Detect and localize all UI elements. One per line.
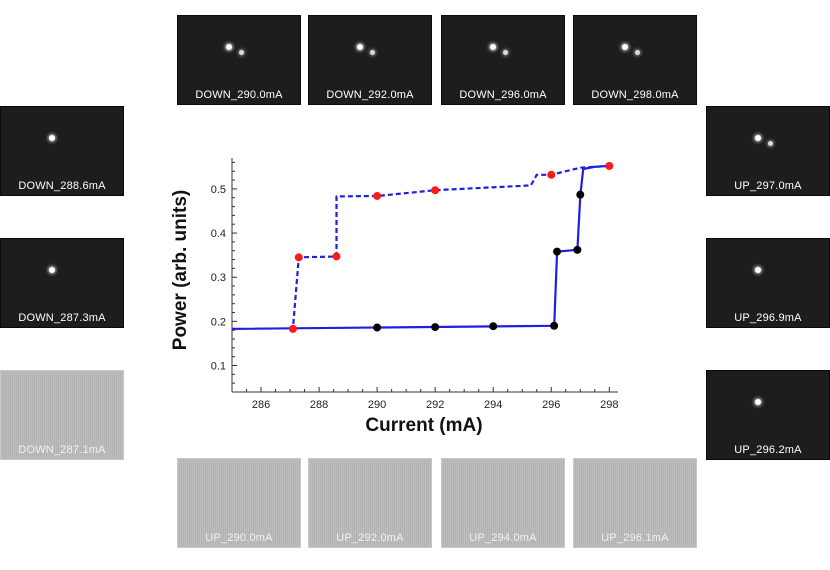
- beam-image-top-2: DOWN_296.0mA: [441, 15, 565, 105]
- series-line-up-sweep: [231, 164, 610, 330]
- beam-image-left-0: DOWN_288.6mA: [0, 106, 124, 196]
- data-point-up: [489, 322, 498, 331]
- x-tick-label: 288: [310, 399, 328, 411]
- data-point-down: [373, 191, 382, 200]
- beam-image-top-1: DOWN_292.0mA: [308, 15, 432, 105]
- beam-image-label: DOWN_296.0mA: [459, 89, 547, 101]
- data-point-up: [553, 247, 562, 256]
- y-tick-label: 0.5: [211, 184, 226, 196]
- beam-image-left-1: DOWN_287.3mA: [0, 238, 124, 328]
- beam-image-right-2: UP_296.2mA: [706, 370, 830, 460]
- beam-image-label: DOWN_287.3mA: [18, 312, 106, 324]
- x-axis-label: Current (mA): [365, 415, 482, 436]
- data-point-up: [576, 190, 585, 199]
- beam-spot: [357, 44, 363, 50]
- beam-image-bottom-2: UP_294.0mA: [441, 458, 565, 548]
- data-point-down: [288, 324, 297, 333]
- beam-image-bottom-0: UP_290.0mA: [177, 458, 301, 548]
- beam-image-label: UP_296.9mA: [734, 312, 802, 324]
- x-tick-label: 286: [252, 399, 270, 411]
- beam-spot: [755, 399, 761, 405]
- data-point-up: [573, 245, 582, 254]
- beam-image-top-3: DOWN_298.0mA: [573, 15, 697, 105]
- beam-image-top-0: DOWN_290.0mA: [177, 15, 301, 105]
- beam-spot: [503, 50, 508, 55]
- beam-spot: [226, 44, 232, 50]
- beam-image-bottom-3: UP_296.1mA: [573, 458, 697, 548]
- beam-image-label: UP_296.2mA: [734, 444, 802, 456]
- beam-spot: [370, 50, 375, 55]
- y-tick-label: 0.2: [211, 316, 226, 328]
- beam-image-label: UP_296.1mA: [601, 532, 669, 544]
- data-point-down: [605, 161, 614, 170]
- data-point-up: [431, 323, 440, 332]
- series-line-down-sweep: [291, 164, 610, 329]
- x-tick-label: 290: [368, 399, 386, 411]
- beam-spot: [622, 44, 628, 50]
- beam-spot: [755, 267, 761, 273]
- data-point-up: [373, 323, 382, 332]
- x-tick-label: 296: [542, 399, 560, 411]
- beam-image-label: DOWN_287.1mA: [18, 444, 106, 456]
- beam-image-right-0: UP_297.0mA: [706, 106, 830, 196]
- beam-image-label: UP_294.0mA: [469, 532, 537, 544]
- beam-spot: [49, 267, 55, 273]
- beam-spot: [755, 135, 761, 141]
- y-tick-label: 0.4: [211, 228, 226, 240]
- data-point-up: [550, 321, 559, 330]
- data-point-down: [431, 186, 440, 195]
- power-vs-current-chart: 286 288 290 292 294 296 298 0.1 0.2 0.3 0.4 0.5 Cur…: [170, 158, 618, 436]
- beam-image-left-2: DOWN_287.1mA: [0, 370, 124, 460]
- beam-spot: [490, 44, 496, 50]
- beam-image-right-1: UP_296.9mA: [706, 238, 830, 328]
- beam-spot: [49, 135, 55, 141]
- x-tick-label: 298: [600, 399, 618, 411]
- beam-image-label: DOWN_298.0mA: [591, 89, 679, 101]
- beam-image-label: UP_297.0mA: [734, 180, 802, 192]
- y-tick-label: 0.3: [211, 272, 226, 284]
- beam-image-label: DOWN_290.0mA: [195, 89, 283, 101]
- beam-image-label: DOWN_288.6mA: [18, 180, 106, 192]
- data-point-down: [332, 252, 341, 261]
- y-tick-label: 0.1: [211, 361, 226, 373]
- data-point-down: [547, 170, 556, 179]
- data-point-down: [294, 253, 303, 262]
- x-tick-label: 292: [426, 399, 444, 411]
- beam-image-bottom-1: UP_292.0mA: [308, 458, 432, 548]
- beam-image-label: DOWN_292.0mA: [326, 89, 414, 101]
- beam-image-label: UP_292.0mA: [336, 532, 404, 544]
- beam-spot: [768, 141, 773, 146]
- beam-spot: [239, 50, 244, 55]
- y-axis-label: Power (arb. units): [170, 190, 191, 350]
- beam-spot: [635, 50, 640, 55]
- x-tick-label: 294: [484, 399, 502, 411]
- beam-image-label: UP_290.0mA: [205, 532, 273, 544]
